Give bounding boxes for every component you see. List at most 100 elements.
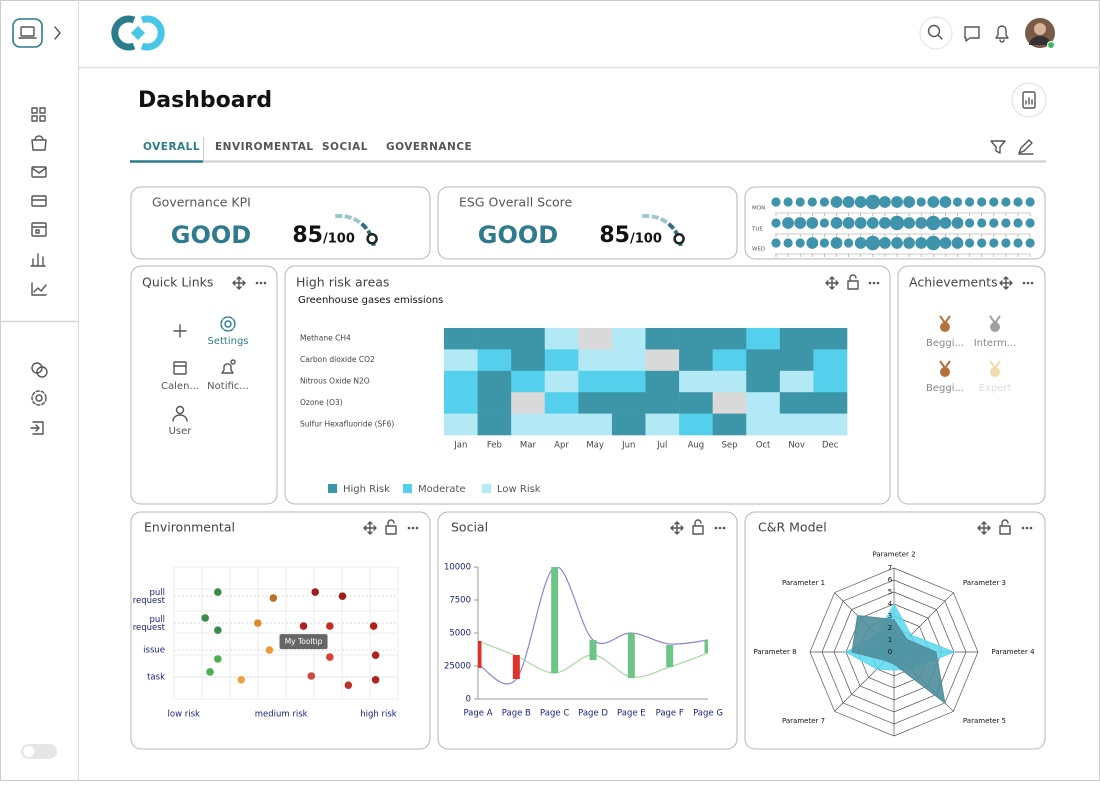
menu-dot[interactable] xyxy=(1023,282,1026,285)
menu-dot[interactable] xyxy=(877,282,880,285)
month-label: May xyxy=(586,441,604,451)
scatter-point[interactable] xyxy=(308,672,316,680)
activity-dot xyxy=(926,216,940,230)
menu-dot[interactable] xyxy=(260,282,263,285)
tab[interactable]: ENVIROMENTAL xyxy=(215,141,314,153)
activity-dot xyxy=(867,217,879,229)
menu-dot[interactable] xyxy=(1026,527,1029,530)
menu-dot[interactable] xyxy=(873,282,876,285)
menu-dot[interactable] xyxy=(256,282,259,285)
scatter-point[interactable] xyxy=(214,655,222,663)
scatter-point[interactable] xyxy=(372,651,380,659)
scatter-point[interactable] xyxy=(370,622,378,630)
heat-cell xyxy=(780,414,814,436)
card-title: High risk areas xyxy=(296,275,389,290)
scatter-point[interactable] xyxy=(206,668,214,676)
heat-cell xyxy=(545,328,579,350)
menu-dot[interactable] xyxy=(412,527,415,530)
row-label: Sulfur Hexafluoride (SF6) xyxy=(300,419,394,428)
axis-label: Parameter 3 xyxy=(963,579,1006,587)
activity-dot xyxy=(952,237,964,249)
scatter-point[interactable] xyxy=(311,588,319,596)
scatter-point[interactable] xyxy=(201,614,209,622)
menu-dot[interactable] xyxy=(715,527,718,530)
empty-cell xyxy=(713,392,747,414)
scatter-point[interactable] xyxy=(214,588,222,596)
heat-cell xyxy=(612,371,646,393)
heat-cell xyxy=(746,328,780,350)
menu-dot[interactable] xyxy=(723,527,726,530)
tab[interactable]: SOCIAL xyxy=(322,141,368,153)
heat-cell xyxy=(746,349,780,371)
activity-dot xyxy=(917,197,926,206)
quick-link[interactable]: Calen... xyxy=(161,381,199,392)
search-button[interactable] xyxy=(920,17,952,49)
quick-link[interactable]: Settings xyxy=(207,336,248,347)
month-label: Aug xyxy=(688,441,705,451)
quick-link[interactable]: Notific... xyxy=(207,381,249,392)
scatter-point[interactable] xyxy=(339,592,347,600)
menu-dot[interactable] xyxy=(408,527,411,530)
scatter-point[interactable] xyxy=(266,646,274,654)
menu-dot[interactable] xyxy=(1030,527,1033,530)
activity-dot xyxy=(989,197,998,206)
menu-dot[interactable] xyxy=(1027,282,1030,285)
x-tick-label: Page D xyxy=(578,709,608,719)
menu-dot[interactable] xyxy=(264,282,267,285)
quick-link[interactable]: User xyxy=(169,426,193,437)
row-label: TUE xyxy=(751,227,763,233)
row-label: MON xyxy=(752,206,765,212)
y-tick-label: 10000 xyxy=(444,563,471,573)
menu-dot[interactable] xyxy=(1031,282,1034,285)
range-bar xyxy=(628,633,635,678)
menu-dot[interactable] xyxy=(416,527,419,530)
scatter-point[interactable] xyxy=(270,594,278,602)
kpi-status: GOOD xyxy=(478,221,558,249)
scatter-point[interactable] xyxy=(254,619,262,627)
x-tick-label: Page F xyxy=(656,709,684,719)
activity-dot xyxy=(977,218,986,227)
x-tick-label: high risk xyxy=(360,710,397,720)
medal xyxy=(940,322,950,332)
scatter-point[interactable] xyxy=(372,676,380,684)
menu-dot[interactable] xyxy=(869,282,872,285)
y-tick-label: issue xyxy=(143,646,165,656)
tab[interactable]: GOVERNANCE xyxy=(386,141,472,153)
heat-cell xyxy=(612,392,646,414)
gauge-knob xyxy=(675,234,684,243)
activity-dot xyxy=(1001,197,1010,206)
scatter-point[interactable] xyxy=(326,622,334,630)
month-label: Nov xyxy=(788,441,805,451)
achievement-label: Beggi... xyxy=(926,383,964,394)
heat-cell xyxy=(612,414,646,436)
achievement-label: Interm... xyxy=(974,338,1017,349)
scatter-point[interactable] xyxy=(237,676,245,684)
scatter-point[interactable] xyxy=(300,622,308,630)
activity-dot xyxy=(784,238,793,247)
x-tick-label: Page C xyxy=(540,709,569,719)
tab[interactable]: OVERALL xyxy=(143,141,200,153)
menu-dot[interactable] xyxy=(1022,527,1025,530)
activity-dot xyxy=(806,217,818,229)
activity-dot xyxy=(1013,218,1022,227)
range-bar xyxy=(666,645,673,667)
activity-dot xyxy=(820,197,829,206)
activity-dot xyxy=(879,196,891,208)
axis-label: Parameter 4 xyxy=(991,648,1035,656)
r-tick-label: 2 xyxy=(888,624,892,632)
activity-dot xyxy=(1001,218,1010,227)
menu-dot[interactable] xyxy=(719,527,722,530)
activity-dot xyxy=(771,238,780,247)
row-label: WED xyxy=(752,247,765,253)
scatter-point[interactable] xyxy=(214,626,222,634)
heat-cell xyxy=(444,392,478,414)
scatter-point[interactable] xyxy=(326,653,334,661)
scatter-point[interactable] xyxy=(345,681,353,689)
empty-cell xyxy=(511,392,545,414)
month-label: Feb xyxy=(487,441,502,451)
heat-cell xyxy=(545,414,579,436)
heat-cell xyxy=(646,414,680,436)
heat-cell xyxy=(444,328,478,350)
heat-cell xyxy=(813,328,847,350)
heat-cell xyxy=(780,392,814,414)
